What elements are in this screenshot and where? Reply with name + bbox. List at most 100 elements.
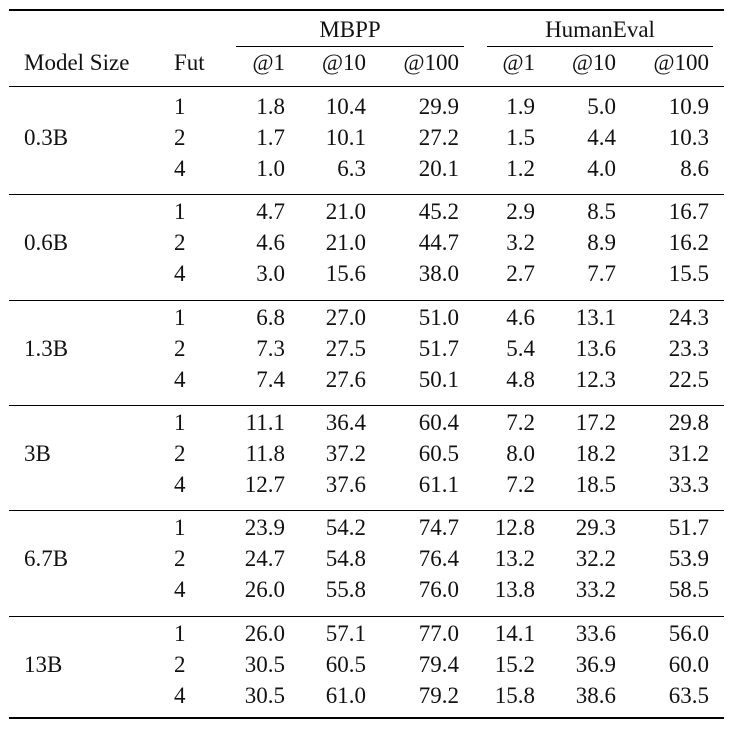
humaneval-value-cell: 56.0 — [668, 621, 709, 646]
fut-cell: 1 — [174, 515, 186, 540]
humaneval-value-cell: 24.3 — [668, 305, 709, 330]
mbpp-value-cell: 4.7 — [256, 199, 285, 224]
humaneval-value-cell: 2.9 — [506, 199, 535, 224]
mbpp-value-cell: 24.7 — [244, 546, 285, 571]
mbpp-value-cell: 79.2 — [418, 683, 459, 708]
mbpp-value-cell: 54.8 — [325, 546, 366, 571]
fut-cell: 1 — [174, 410, 186, 435]
humaneval-value-cell: 32.2 — [575, 546, 616, 571]
humaneval-value-cell: 31.2 — [668, 441, 709, 466]
mbpp-value-cell: 44.7 — [418, 230, 459, 255]
mbpp-value-cell: 54.2 — [325, 515, 366, 540]
fut-cell: 1 — [174, 199, 186, 224]
humaneval-value-cell: 18.5 — [575, 472, 616, 497]
fut-cell: 4 — [174, 472, 186, 497]
humaneval-value-cell: 4.6 — [506, 305, 535, 330]
humaneval-value-cell: 14.1 — [494, 621, 535, 646]
mbpp-value-cell: 37.2 — [325, 441, 366, 466]
mbpp-value-cell: 60.5 — [325, 652, 366, 677]
group-divider-5 — [9, 616, 724, 617]
humaneval-value-cell: 13.1 — [575, 305, 616, 330]
mbpp-value-cell: 7.3 — [256, 336, 285, 361]
col-header-model-size: Model Size — [24, 50, 130, 75]
mbpp-value-cell: 38.0 — [418, 261, 459, 286]
col-header-humaneval-at1: @1 — [502, 50, 535, 75]
humaneval-value-cell: 4.4 — [587, 125, 616, 150]
humaneval-value-cell: 7.2 — [506, 472, 535, 497]
mbpp-value-cell: 21.0 — [325, 199, 366, 224]
mbpp-value-cell: 23.9 — [244, 515, 285, 540]
humaneval-value-cell: 51.7 — [668, 515, 709, 540]
mbpp-value-cell: 76.4 — [418, 546, 459, 571]
mbpp-value-cell: 37.6 — [325, 472, 366, 497]
humaneval-value-cell: 17.2 — [575, 410, 616, 435]
humaneval-value-cell: 4.0 — [587, 156, 616, 181]
mbpp-value-cell: 51.7 — [418, 336, 459, 361]
mbpp-value-cell: 6.8 — [256, 305, 285, 330]
humaneval-header: HumanEval — [545, 17, 655, 42]
fut-cell: 4 — [174, 367, 186, 392]
humaneval-value-cell: 7.7 — [587, 261, 616, 286]
humaneval-value-cell: 2.7 — [506, 261, 535, 286]
fut-cell: 2 — [174, 230, 186, 255]
mbpp-value-cell: 26.0 — [244, 621, 285, 646]
mbpp-value-cell: 11.8 — [245, 441, 285, 466]
mbpp-value-cell: 11.1 — [245, 410, 285, 435]
mbpp-value-cell: 77.0 — [418, 621, 459, 646]
mbpp-value-cell: 21.0 — [325, 230, 366, 255]
mbpp-value-cell: 74.7 — [418, 515, 459, 540]
col-header-mbpp-at100: @100 — [403, 50, 459, 75]
mbpp-value-cell: 12.7 — [244, 472, 285, 497]
header-rule — [9, 86, 724, 87]
mbpp-value-cell: 60.5 — [418, 441, 459, 466]
mbpp-value-cell: 29.9 — [418, 94, 459, 119]
humaneval-value-cell: 7.2 — [506, 410, 535, 435]
humaneval-value-cell: 16.7 — [668, 199, 709, 224]
group-divider-4 — [9, 510, 724, 511]
model-size-label: 1.3B — [24, 336, 69, 361]
mbpp-value-cell: 30.5 — [244, 683, 285, 708]
humaneval-value-cell: 13.2 — [494, 546, 535, 571]
model-size-label: 0.6B — [24, 230, 69, 255]
humaneval-value-cell: 8.6 — [680, 156, 709, 181]
humaneval-value-cell: 13.8 — [494, 577, 535, 602]
humaneval-value-cell: 13.6 — [575, 336, 616, 361]
humaneval-value-cell: 10.9 — [668, 94, 709, 119]
col-header-mbpp-at1: @1 — [252, 50, 285, 75]
humaneval-group-rule — [487, 46, 713, 47]
mbpp-value-cell: 4.6 — [256, 230, 285, 255]
mbpp-value-cell: 15.6 — [325, 261, 366, 286]
mbpp-value-cell: 1.8 — [256, 94, 285, 119]
fut-cell: 4 — [174, 683, 186, 708]
humaneval-value-cell: 12.3 — [575, 367, 616, 392]
mbpp-header: MBPP — [319, 17, 381, 42]
model-size-label: 13B — [24, 652, 63, 677]
mbpp-value-cell: 79.4 — [418, 652, 459, 677]
top-rule — [9, 9, 724, 11]
mbpp-value-cell: 10.4 — [325, 94, 366, 119]
mbpp-value-cell: 27.2 — [418, 125, 459, 150]
mbpp-value-cell: 27.0 — [325, 305, 366, 330]
humaneval-value-cell: 18.2 — [575, 441, 616, 466]
humaneval-value-cell: 4.8 — [506, 367, 535, 392]
humaneval-value-cell: 60.0 — [668, 652, 709, 677]
mbpp-value-cell: 61.1 — [418, 472, 459, 497]
mbpp-value-cell: 50.1 — [418, 367, 459, 392]
humaneval-value-cell: 29.3 — [575, 515, 616, 540]
mbpp-value-cell: 45.2 — [418, 199, 459, 224]
humaneval-value-cell: 33.3 — [668, 472, 709, 497]
fut-cell: 2 — [174, 652, 186, 677]
mbpp-value-cell: 60.4 — [418, 410, 459, 435]
humaneval-value-cell: 33.2 — [575, 577, 616, 602]
group-divider-3 — [9, 405, 724, 406]
mbpp-value-cell: 61.0 — [325, 683, 366, 708]
humaneval-value-cell: 1.5 — [506, 125, 535, 150]
humaneval-value-cell: 3.2 — [506, 230, 535, 255]
mbpp-value-cell: 7.4 — [256, 367, 285, 392]
group-divider-1 — [9, 194, 724, 195]
mbpp-value-cell: 51.0 — [418, 305, 459, 330]
mbpp-value-cell: 30.5 — [244, 652, 285, 677]
mbpp-group-rule — [236, 46, 464, 47]
model-size-label: 6.7B — [24, 546, 69, 571]
humaneval-value-cell: 15.5 — [668, 261, 709, 286]
